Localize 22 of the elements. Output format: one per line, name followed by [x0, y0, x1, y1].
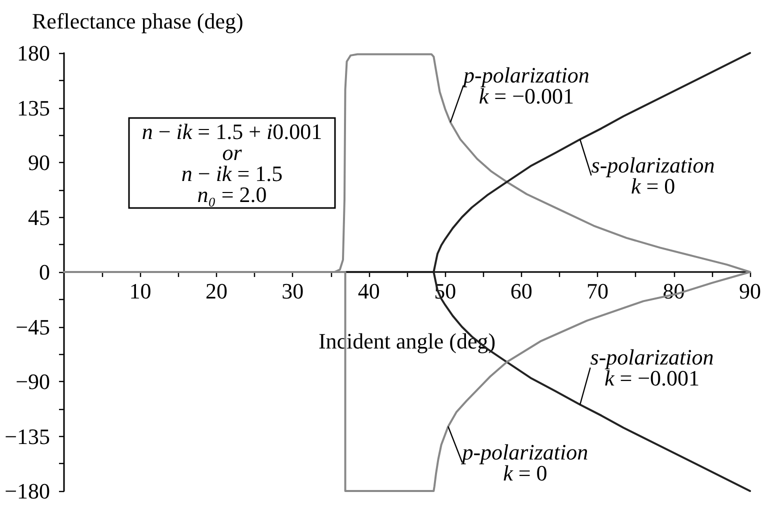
text: n − ik = 1.5 + i0.001 or n − ik = 1.5 n₀ = 2.0	[142, 119, 322, 207]
y-axis-title: Reflectance phase (deg)	[32, 8, 244, 34]
y-tick-label: 135	[17, 95, 50, 120]
y-tick-label: −135	[4, 424, 50, 449]
x-tick-label: 70	[586, 278, 609, 304]
y-tick-label: −90	[16, 369, 50, 394]
y-tick-label: 45	[28, 204, 50, 230]
y-tick-label: −180	[4, 478, 50, 504]
series-label: s-polarization k = 0	[591, 152, 715, 198]
x-tick-label: 30	[282, 278, 304, 304]
y-tick-label: 90	[28, 150, 50, 175]
x-tick-label: 90	[739, 278, 761, 304]
series-label: p-polarization k = −0.001	[461, 62, 590, 108]
y-tick-label: −45	[16, 314, 50, 340]
x-tick-label: 10	[129, 278, 152, 304]
x-tick-label: 40	[358, 278, 380, 304]
y-tick-label: 0	[39, 260, 50, 284]
series-label: p-polarization k = 0	[460, 440, 588, 486]
x-tick-label: 60	[510, 278, 532, 304]
x-tick-label: 20	[205, 278, 228, 304]
series-label: s-polarization k = −0.001	[590, 344, 714, 391]
y-tick-label: 180	[17, 40, 50, 66]
